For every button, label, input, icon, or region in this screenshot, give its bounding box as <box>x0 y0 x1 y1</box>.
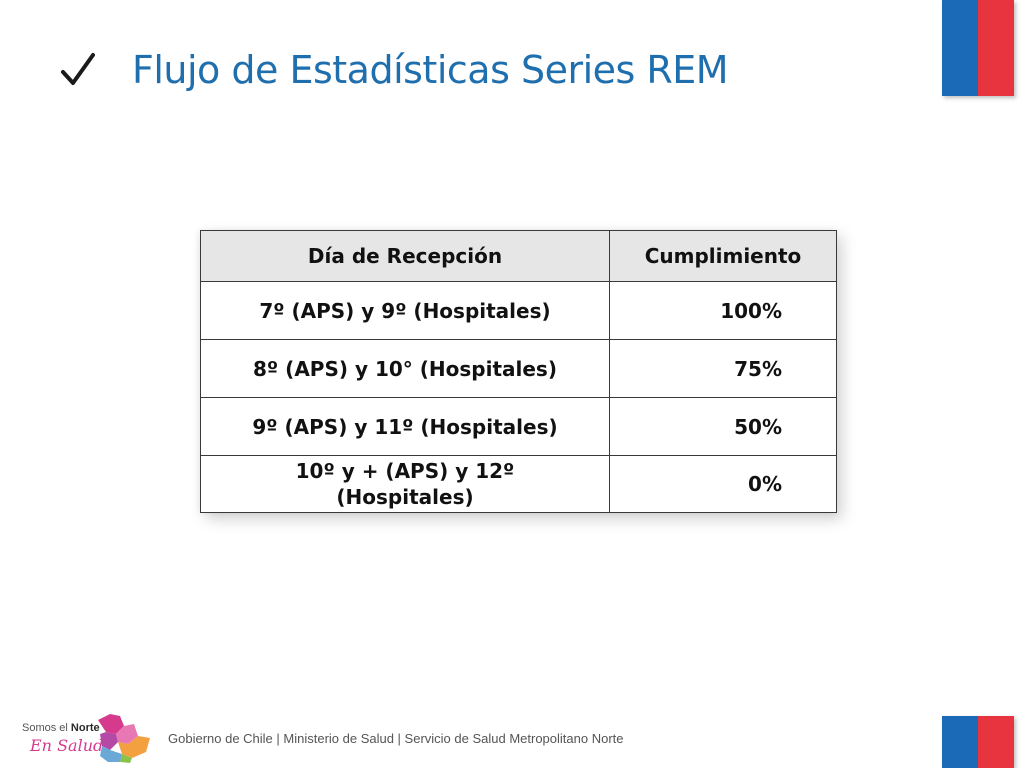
somos-el-norte-logo: Somos el Norte En Salud <box>22 712 152 764</box>
table-row: 8º (APS) y 10° (Hospitales) 75% <box>200 339 837 398</box>
day-cell-line-1: 10º y + (APS) y 12º <box>295 459 515 483</box>
table-row: 10º y + (APS) y 12º (Hospitales) 0% <box>200 455 837 513</box>
column-header-day: Día de Recepción <box>200 230 610 282</box>
logo-text-line-1: Somos el Norte <box>22 722 100 734</box>
day-cell: 9º (APS) y 11º (Hospitales) <box>200 397 610 456</box>
table-row: 7º (APS) y 9º (Hospitales) 100% <box>200 281 837 340</box>
map-icon <box>98 714 150 763</box>
table-container: Día de Recepción Cumplimiento 7º (APS) y… <box>200 230 837 513</box>
flag-decoration-bottom <box>942 716 1014 768</box>
flag-blue-bar <box>942 0 978 96</box>
page-title: Flujo de Estadísticas Series REM <box>132 48 729 92</box>
rem-schedule-table: Día de Recepción Cumplimiento 7º (APS) y… <box>200 230 837 513</box>
day-cell: 7º (APS) y 9º (Hospitales) <box>200 281 610 340</box>
flag-red-bar <box>978 716 1014 768</box>
footer-text: Gobierno de Chile | Ministerio de Salud … <box>168 731 624 746</box>
check-icon <box>61 53 95 85</box>
flag-decoration-top <box>942 0 1014 96</box>
table-header-row: Día de Recepción Cumplimiento <box>200 230 837 282</box>
column-header-compliance: Cumplimiento <box>609 230 837 282</box>
logo-text-b: Norte <box>70 722 100 734</box>
compliance-cell: 75% <box>609 339 837 398</box>
compliance-cell: 0% <box>609 455 837 513</box>
compliance-cell: 100% <box>609 281 837 340</box>
table-row: 9º (APS) y 11º (Hospitales) 50% <box>200 397 837 456</box>
day-cell-line-2: (Hospitales) <box>336 485 474 509</box>
compliance-cell: 50% <box>609 397 837 456</box>
flag-red-bar <box>978 0 1014 96</box>
logo-text-a: Somos el <box>22 722 71 734</box>
logo-text-line-2: En Salud <box>30 736 104 755</box>
title-row: Flujo de Estadísticas Series REM <box>60 48 729 92</box>
day-cell: 10º y + (APS) y 12º (Hospitales) <box>200 455 610 513</box>
flag-blue-bar <box>942 716 978 768</box>
day-cell: 8º (APS) y 10° (Hospitales) <box>200 339 610 398</box>
